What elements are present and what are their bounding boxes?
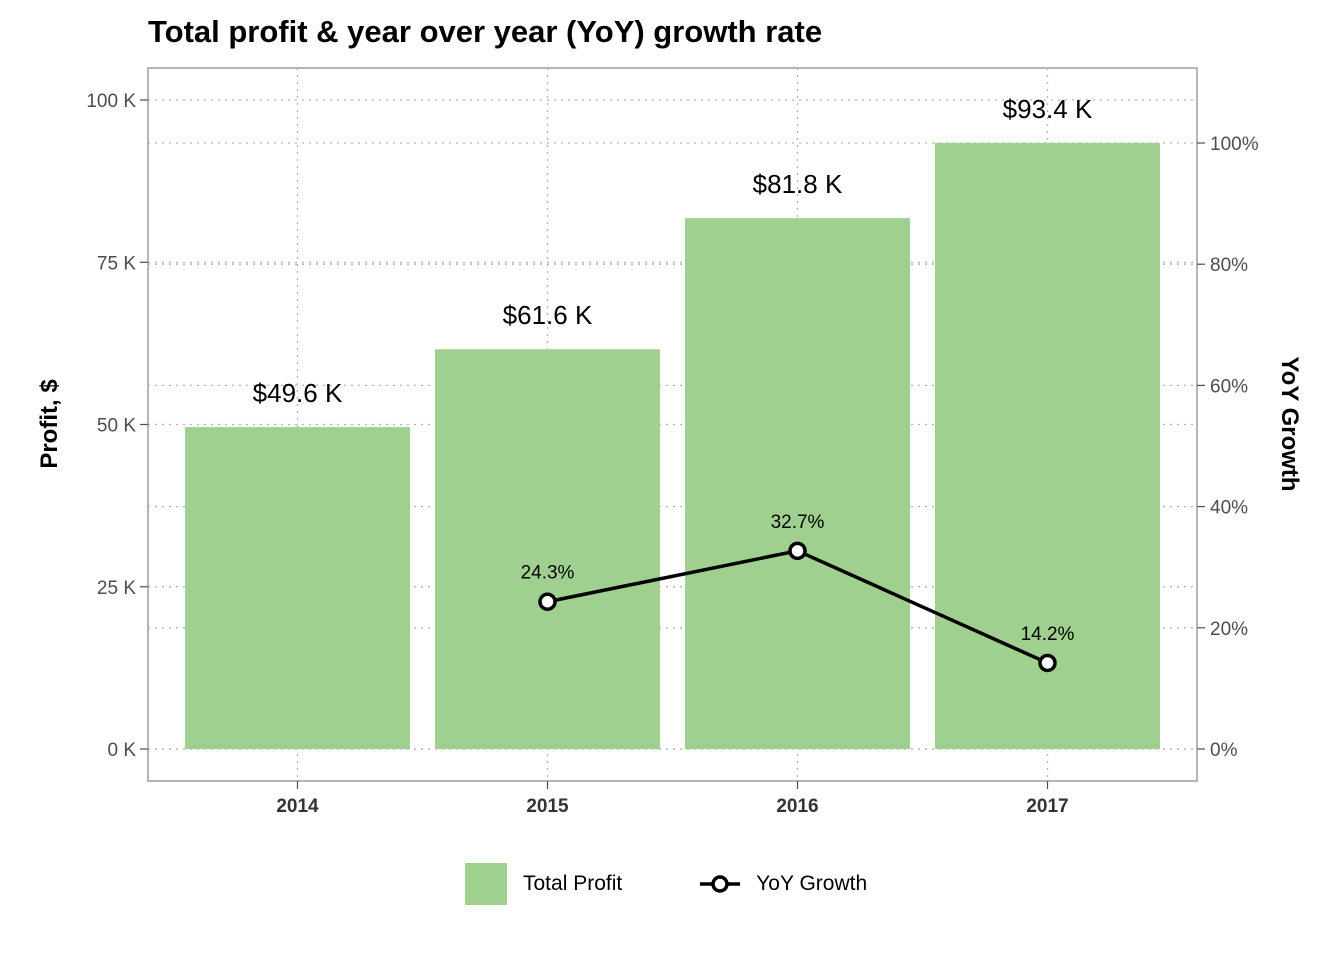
y-tick-label: 25 K	[97, 578, 136, 599]
bar-value-label: $61.6 K	[503, 300, 593, 330]
yoy-point-label: 32.7%	[771, 512, 825, 533]
y2-tick-label: 80%	[1210, 255, 1248, 276]
y2-axis-title: YoY Growth	[1276, 356, 1303, 491]
data-labels: $49.6 K $61.6 K $81.8 K $93.4 K 24.3% 32.7% 14…	[253, 94, 1093, 645]
yoy-point-label: 24.3%	[521, 563, 575, 584]
y-tick-label: 75 K	[97, 253, 136, 274]
y2-tick-label: 20%	[1210, 619, 1248, 640]
yoy-line	[538, 541, 1057, 673]
legend-item-total-profit: Total Profit	[465, 863, 622, 905]
yoy-growth-point	[788, 541, 807, 561]
bars	[185, 142, 1160, 750]
legend: Total Profit YoY Growth	[465, 862, 945, 906]
bar-total-profit	[935, 142, 1160, 750]
x-tick-label: 2015	[526, 796, 569, 817]
y-tick-label: 0 K	[107, 740, 136, 761]
axis-ticks: 0 K 25 K 50 K 75 K 100 K 0% 20% 40% 60% 80% 100% 20…	[86, 91, 1258, 817]
bar-value-label: $49.6 K	[253, 378, 343, 408]
x-tick-label: 2014	[276, 796, 319, 817]
x-tick-label: 2016	[776, 796, 818, 817]
yoy-growth-point	[538, 592, 557, 611]
y-tick-label: 50 K	[97, 416, 136, 437]
y2-tick-label: 100%	[1210, 134, 1259, 155]
chart-title: Total profit & year over year (YoY) grow…	[148, 14, 823, 49]
y2-tick-label: 0%	[1210, 740, 1238, 761]
legend-line-swatch	[700, 875, 741, 893]
legend-label-total-profit: Total Profit	[523, 872, 623, 895]
bar-value-label: $93.4 K	[1003, 94, 1093, 124]
y2-tick-label: 60%	[1210, 376, 1248, 397]
y-tick-label: 100 K	[86, 91, 136, 112]
bar-value-label: $81.8 K	[753, 169, 843, 199]
legend-item-yoy-growth: YoY Growth	[700, 872, 867, 896]
x-tick-label: 2017	[1026, 796, 1068, 817]
bar-total-profit	[185, 427, 410, 749]
y2-tick-label: 40%	[1210, 498, 1248, 519]
yoy-point-label: 14.2%	[1021, 624, 1075, 645]
bar-total-profit	[685, 218, 910, 750]
legend-label-yoy-growth: YoY Growth	[756, 872, 868, 895]
yoy-growth-point	[1038, 653, 1057, 673]
y-axis-title: Profit, $	[36, 379, 63, 469]
bar-total-profit	[435, 349, 660, 749]
legend-bar-swatch	[465, 863, 507, 905]
